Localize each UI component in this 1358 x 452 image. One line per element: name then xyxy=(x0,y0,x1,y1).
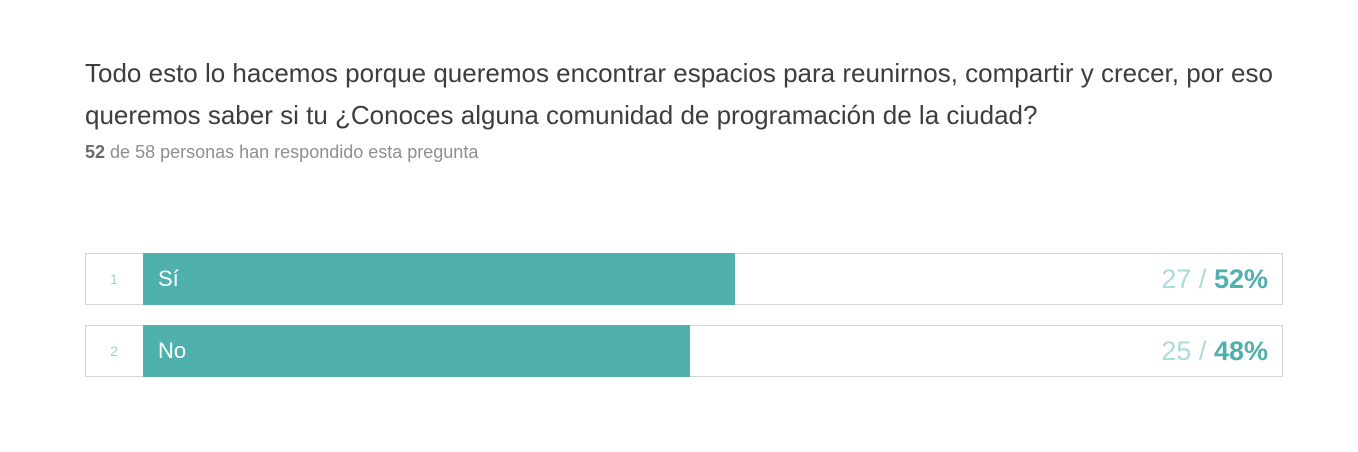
answer-percent: 48% xyxy=(1213,336,1268,366)
answer-row: 2 No 25 / 48% xyxy=(85,325,1283,377)
separator: / xyxy=(1198,264,1207,294)
answer-count: 27 xyxy=(1161,264,1192,294)
answered-count: 52 xyxy=(85,142,106,162)
answer-label: Sí xyxy=(158,266,179,291)
answer-row: 1 Sí 27 / 52% xyxy=(85,253,1283,305)
bar-track xyxy=(143,325,1282,377)
bar-track xyxy=(143,253,1282,305)
question-block: Todo esto lo hacemos porque queremos enc… xyxy=(85,52,1285,163)
bar xyxy=(143,253,736,305)
answer-index: 1 xyxy=(110,271,118,287)
answer-percent: 52% xyxy=(1213,264,1268,294)
answer-value: 27 / 52% xyxy=(1161,254,1268,304)
separator: / xyxy=(1198,336,1207,366)
question: Todo esto lo hacemos porque queremos enc… xyxy=(85,58,1273,130)
bar xyxy=(143,325,690,377)
summary: 52 de 58 personas han respondido esta pr… xyxy=(85,142,1285,163)
answer-value: 25 / 48% xyxy=(1161,326,1268,376)
answer-count: 25 xyxy=(1161,336,1192,366)
answer-label: No xyxy=(158,338,187,363)
summary-text: de 58 personas han respondido esta pregu… xyxy=(110,142,479,162)
answer-index: 2 xyxy=(110,343,118,359)
